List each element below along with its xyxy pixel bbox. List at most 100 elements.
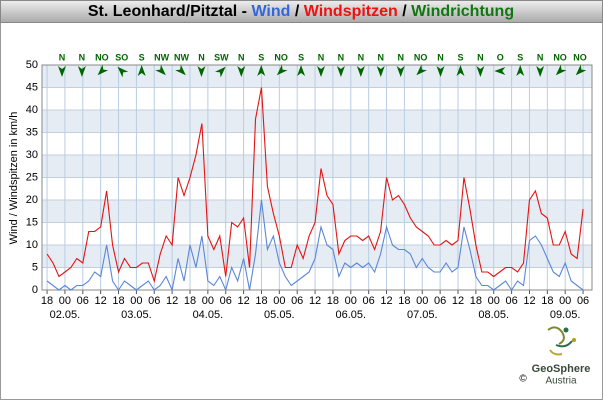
x-tick-label: 00 <box>273 295 285 307</box>
wind-direction-arrow <box>416 64 427 76</box>
wind-direction-label: N <box>437 52 444 62</box>
y-tick-label: 35 <box>26 126 38 138</box>
y-axis-label: Wind / Windspitzen in km/h <box>8 112 20 245</box>
wind-direction-arrow <box>536 66 545 77</box>
wind-direction-label: N <box>318 52 325 62</box>
x-tick-label: 18 <box>327 295 339 307</box>
grid-band <box>42 65 592 88</box>
x-tick-label: 12 <box>309 295 321 307</box>
x-tick-label: 06 <box>434 295 446 307</box>
x-tick-label: 06 <box>77 295 89 307</box>
x-tick-label: 18 <box>184 295 196 307</box>
y-tick-label: 0 <box>32 284 38 296</box>
x-tick-label: 18 <box>541 295 553 307</box>
x-tick-label: 12 <box>523 295 535 307</box>
x-tick-label: 18 <box>112 295 124 307</box>
x-tick-label: 00 <box>59 295 71 307</box>
y-tick-label: 45 <box>26 81 38 93</box>
x-tick-label: 00 <box>130 295 142 307</box>
y-tick-label: 20 <box>26 194 38 206</box>
wind-direction-arrow <box>575 64 587 76</box>
wind-direction-arrow <box>155 64 166 76</box>
y-tick-label: 50 <box>26 59 38 71</box>
wind-direction-label: N <box>537 52 544 62</box>
x-tick-label: 06 <box>148 295 160 307</box>
logo-name: GeoSphere <box>532 363 591 375</box>
wind-direction-arrow <box>336 66 345 77</box>
date-label: 05.05. <box>264 309 295 321</box>
y-tick-label: 15 <box>26 216 38 228</box>
wind-direction-arrow <box>276 64 288 76</box>
grid-band <box>42 200 592 223</box>
wind-direction-arrow <box>237 66 246 77</box>
wind-direction-label: N <box>358 52 365 62</box>
date-label: 03.05. <box>121 309 152 321</box>
y-tick-label: 40 <box>26 104 38 116</box>
wind-direction-label: NW <box>154 52 169 62</box>
chart-title: St. Leonhard/Pitztal - Wind / Windspitze… <box>88 3 514 20</box>
wind-direction-label: SO <box>115 52 128 62</box>
date-label: 09.05. <box>550 309 581 321</box>
wind-direction-label: NO <box>553 52 567 62</box>
wind-direction-label: N <box>397 52 404 62</box>
x-tick-label: 18 <box>470 295 482 307</box>
x-tick-label: 12 <box>452 295 464 307</box>
x-tick-label: 00 <box>559 295 571 307</box>
x-tick-label: 18 <box>398 295 410 307</box>
grid-band <box>42 155 592 178</box>
x-tick-label: 12 <box>95 295 107 307</box>
title-part: St. Leonhard/Pitztal - <box>88 3 252 20</box>
wind-direction-label: N <box>59 52 66 62</box>
wind-direction-arrow <box>317 66 325 77</box>
x-tick-label: 06 <box>220 295 232 307</box>
date-label: 06.05. <box>336 309 367 321</box>
y-tick-label: 5 <box>32 261 38 273</box>
wind-direction-arrow <box>436 66 445 77</box>
wind-direction-label: S <box>258 52 264 62</box>
wind-direction-arrow <box>555 64 567 76</box>
title-part: Wind <box>251 3 290 20</box>
date-label: 07.05. <box>407 309 438 321</box>
wind-direction-label: S <box>298 52 304 62</box>
wind-direction-arrow <box>356 66 365 77</box>
wind-direction-arrow <box>117 66 129 78</box>
logo-icon <box>547 326 576 356</box>
x-tick-label: 00 <box>202 295 214 307</box>
wind-direction-arrow <box>97 64 109 76</box>
wind-direction-label: NO <box>573 52 587 62</box>
x-tick-label: 06 <box>577 295 589 307</box>
wind-direction-label: NO <box>414 52 428 62</box>
wind-direction-arrow <box>297 65 306 76</box>
wind-direction-arrow <box>175 64 186 76</box>
wind-direction-label: N <box>378 52 385 62</box>
y-tick-label: 10 <box>26 239 38 251</box>
x-tick-label: 06 <box>291 295 303 307</box>
x-tick-label: 18 <box>255 295 267 307</box>
wind-direction-label: N <box>477 52 484 62</box>
wind-direction-label: S <box>139 52 145 62</box>
date-label: 08.05. <box>478 309 509 321</box>
wind-direction-arrow <box>396 66 405 77</box>
date-label: 04.05. <box>193 309 224 321</box>
wind-direction-arrow <box>58 66 66 77</box>
wind-direction-label: NO <box>274 52 288 62</box>
wind-direction-label: NW <box>174 52 189 62</box>
x-tick-label: 12 <box>166 295 178 307</box>
title-part: / <box>398 3 411 20</box>
wind-direction-arrow <box>77 66 86 77</box>
wind-direction-arrow <box>197 66 206 77</box>
grid-band <box>42 110 592 133</box>
title-part: Windspitzen <box>304 3 398 20</box>
x-tick-label: 00 <box>345 295 357 307</box>
wind-direction-label: S <box>457 52 463 62</box>
x-tick-label: 06 <box>363 295 375 307</box>
wind-direction-label: N <box>79 52 86 62</box>
x-tick-label: 12 <box>380 295 392 307</box>
wind-direction-label: O <box>497 52 504 62</box>
wind-direction-arrow <box>257 65 266 76</box>
logo-country: Austria <box>545 376 577 387</box>
series-line <box>46 199 584 292</box>
wind-direction-arrow <box>376 66 385 77</box>
date-label: 02.05. <box>50 309 81 321</box>
